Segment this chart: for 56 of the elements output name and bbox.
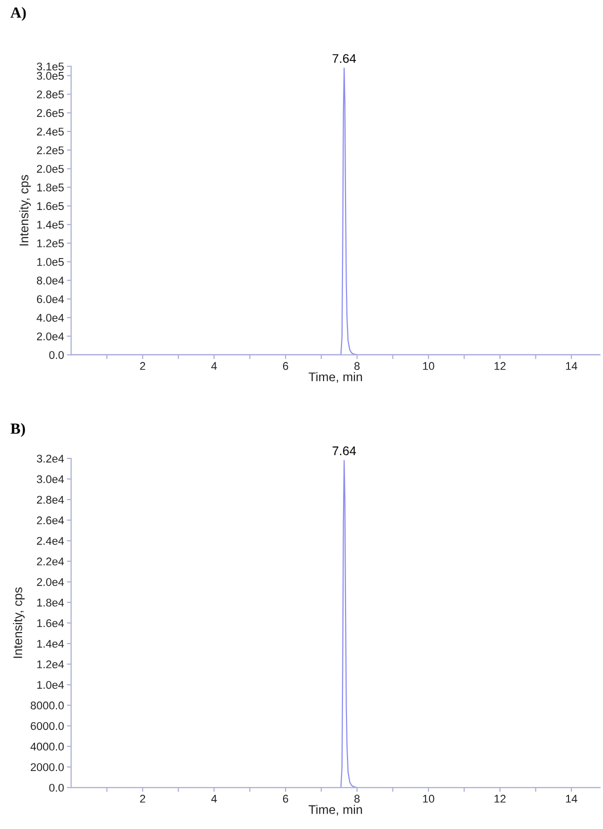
x-tick-label: 4: [211, 362, 217, 370]
y-tick-label: 8000.0: [30, 702, 64, 710]
x-tick-label: 2: [140, 362, 146, 370]
y-tick-label: 1.0e4: [37, 680, 64, 689]
x-tick-label: 8: [354, 794, 360, 803]
x-tick-label: 14: [566, 362, 578, 370]
x-tick-label: 10: [423, 794, 434, 803]
y-tick-label: 2000.0: [30, 763, 64, 772]
y-tick-label: 2.4e4: [36, 536, 64, 545]
y-tick-label: 2.8e5: [36, 90, 64, 98]
y-axis-title: Intensity, cps: [19, 175, 31, 246]
y-tick-label: 1.2e5: [37, 239, 64, 248]
y-tick-label: 6.0e4: [36, 295, 64, 304]
y-tick-label: 2.6e5: [36, 109, 64, 117]
y-tick-label: 2.2e4: [36, 558, 64, 566]
y-tick-label: 0.0: [49, 351, 64, 359]
y-tick-label: 1.4e5: [37, 220, 64, 229]
x-tick-label: 12: [494, 794, 506, 803]
y-tick-label: 2.4e5: [36, 128, 64, 136]
y-tick-label: 1.0e5: [37, 258, 64, 266]
y-tick-label: 3.2e4: [36, 454, 64, 463]
chart-title: B): [10, 423, 25, 437]
y-tick-label: 3.0e4: [36, 475, 64, 484]
y-tick-label: 1.4e4: [37, 640, 64, 648]
y-tick-label: 1.6e5: [37, 202, 64, 210]
y-tick-label: 3.1e5: [36, 62, 64, 70]
y-tick-label: 1.8e5: [37, 184, 64, 192]
y-tick-label: 4.0e4: [36, 314, 64, 322]
x-tick-label: 6: [283, 794, 288, 803]
chart-title: A): [10, 6, 26, 21]
y-tick-label: 3.0e5: [36, 72, 64, 80]
x-tick-label: 8: [354, 362, 360, 370]
annotation: 7.64: [332, 446, 356, 456]
y-tick-label: 0.0: [49, 784, 64, 792]
x-tick-label: 6: [283, 362, 288, 370]
y-tick-label: 8.0e4: [36, 276, 64, 284]
y-tick-label: 1.6e4: [37, 619, 64, 628]
y-axis-title: Intensity, cps: [13, 587, 25, 658]
x-axis-title: Time, min: [308, 804, 362, 816]
x-axis-title: Time, min: [308, 372, 362, 383]
y-tick-label: 2.8e4: [36, 496, 64, 504]
annotation: 7.64: [332, 54, 356, 63]
x-tick-label: 10: [423, 362, 434, 370]
y-tick-label: 2.2e5: [36, 146, 64, 154]
y-tick-label: 4000.0: [30, 742, 64, 751]
x-tick-label: 4: [211, 794, 217, 803]
x-tick-label: 12: [494, 362, 506, 370]
y-tick-label: 2.6e4: [36, 516, 64, 524]
y-tick-label: 6000.0: [30, 722, 64, 730]
y-tick-label: 2.0e5: [36, 164, 64, 173]
x-tick-label: 14: [566, 794, 578, 803]
y-tick-label: 1.8e4: [37, 598, 64, 607]
y-tick-label: 2.0e4: [36, 578, 64, 586]
y-tick-label: 2.0e4: [36, 332, 64, 340]
y-tick-label: 1.2e4: [37, 660, 64, 668]
x-tick-label: 2: [140, 794, 146, 803]
